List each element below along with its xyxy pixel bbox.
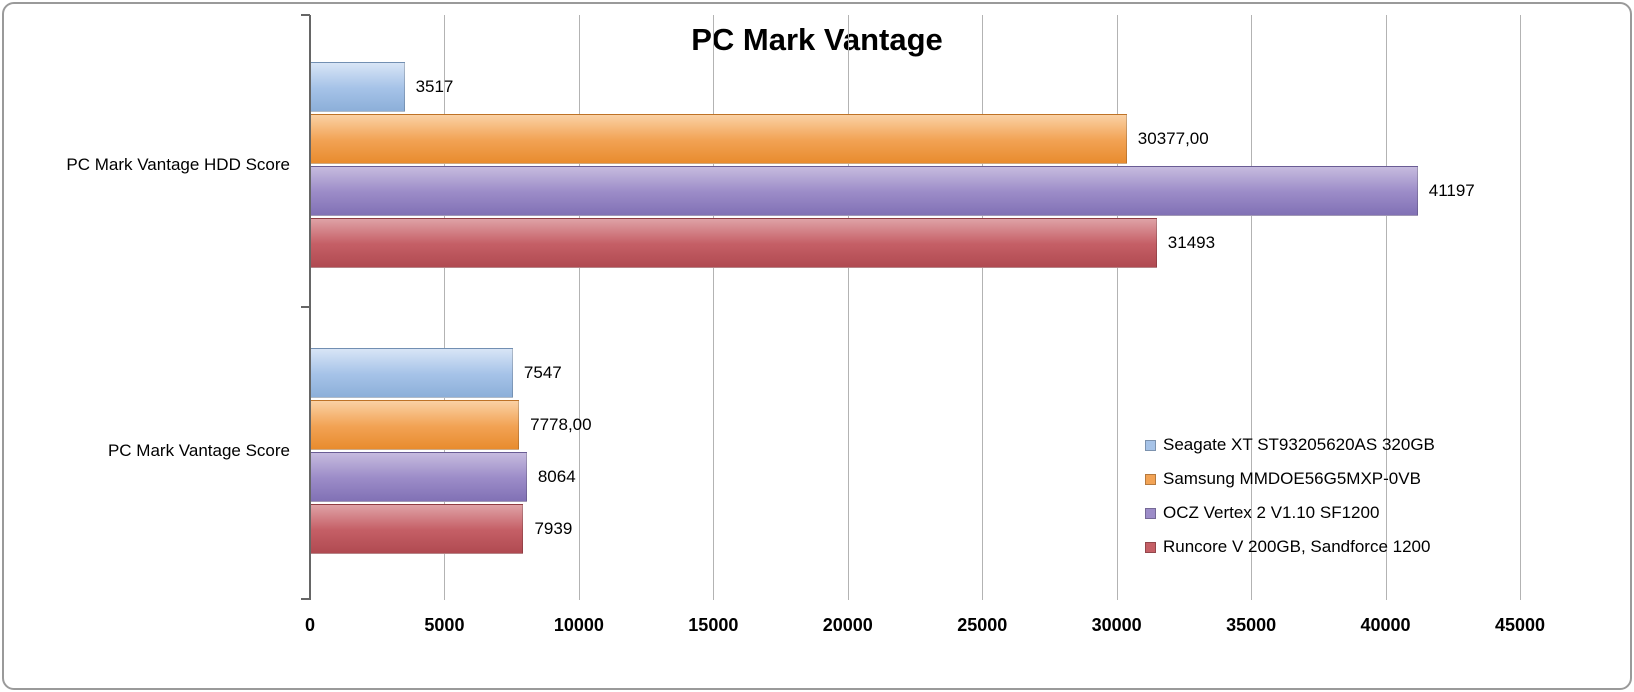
x-axis-tick-label: 25000 <box>957 615 1008 635</box>
bar-series-1-group-0 <box>310 114 1127 164</box>
chart-title: PC Mark Vantage <box>691 22 943 57</box>
y-axis-line <box>309 15 311 600</box>
x-axis-labels: 0 5000 10000 15000 20000 25000 30000 35000 40000… <box>0 615 1634 645</box>
bar-value-label: 31493 <box>1167 233 1216 252</box>
x-axis-tick-label: 5000 <box>424 615 465 635</box>
x-axis-tick-label: 30000 <box>1091 615 1142 635</box>
bar-value-label: 7547 <box>523 363 562 382</box>
gridline <box>578 15 580 600</box>
bar-value-label: 8064 <box>537 467 576 486</box>
category-label-hdd-score: PC Mark Vantage HDD Score <box>66 155 290 174</box>
legend-item: Samsung MMDOE56G5MXP-0VB <box>1145 462 1435 496</box>
gridline <box>1251 15 1253 600</box>
bar-series-2-group-1 <box>310 452 527 502</box>
bar-series-3-group-1 <box>310 504 524 554</box>
bar-series-0-group-1 <box>310 348 513 398</box>
bar-value-label: 7778,00 <box>530 415 592 434</box>
legend-swatch <box>1145 507 1156 519</box>
x-axis-tick-label: 45000 <box>1494 615 1546 635</box>
legend-label: Samsung MMDOE56G5MXP-0VB <box>1163 469 1421 488</box>
legend-item: Runcore V 200GB, Sandforce 1200 <box>1145 530 1435 564</box>
gridline <box>982 15 984 600</box>
x-axis-tick-label: 10000 <box>553 615 604 635</box>
y-axis-tick <box>301 14 310 16</box>
gridline <box>1520 15 1521 600</box>
legend-swatch <box>1145 439 1156 451</box>
legend-label: OCZ Vertex 2 V1.10 SF1200 <box>1163 503 1380 522</box>
gridline <box>444 15 446 600</box>
legend-item: OCZ Vertex 2 V1.10 SF1200 <box>1145 496 1435 530</box>
bar-value-label: 41197 <box>1428 181 1475 200</box>
legend: Seagate XT ST93205620AS 320GB Samsung MMD… <box>1145 428 1435 564</box>
plot-area: 3517 7547 30377,00 7778,00 41197 8064 31493 793… <box>310 15 1521 600</box>
x-axis-tick-label: 15000 <box>688 615 739 635</box>
gridline <box>1116 15 1118 600</box>
bar-value-label: 7939 <box>534 519 573 538</box>
bar-series-1-group-1 <box>310 400 520 450</box>
x-axis-tick-label: 20000 <box>822 615 873 635</box>
gridline <box>1385 15 1387 600</box>
gridline <box>713 15 715 600</box>
category-label-score: PC Mark Vantage Score <box>107 441 290 460</box>
gridline <box>847 15 849 600</box>
x-axis-tick-label: 35000 <box>1226 615 1277 635</box>
legend-label: Seagate XT ST93205620AS 320GB <box>1163 435 1435 454</box>
x-axis-tick-label: 40000 <box>1360 615 1411 635</box>
legend-item: Seagate XT ST93205620AS 320GB <box>1145 428 1435 462</box>
bar-value-label: 30377,00 <box>1137 129 1209 148</box>
legend-swatch <box>1145 541 1156 553</box>
bar-series-3-group-0 <box>310 218 1157 268</box>
x-axis-tick-label: 0 <box>304 615 316 635</box>
bar-series-2-group-0 <box>310 166 1418 216</box>
bar-value-label: 3517 <box>415 77 454 96</box>
y-axis-tick <box>301 306 310 308</box>
legend-swatch <box>1145 473 1156 485</box>
bar-series-0-group-0 <box>310 62 405 112</box>
legend-label: Runcore V 200GB, Sandforce 1200 <box>1163 537 1431 556</box>
y-axis-tick <box>301 598 310 600</box>
